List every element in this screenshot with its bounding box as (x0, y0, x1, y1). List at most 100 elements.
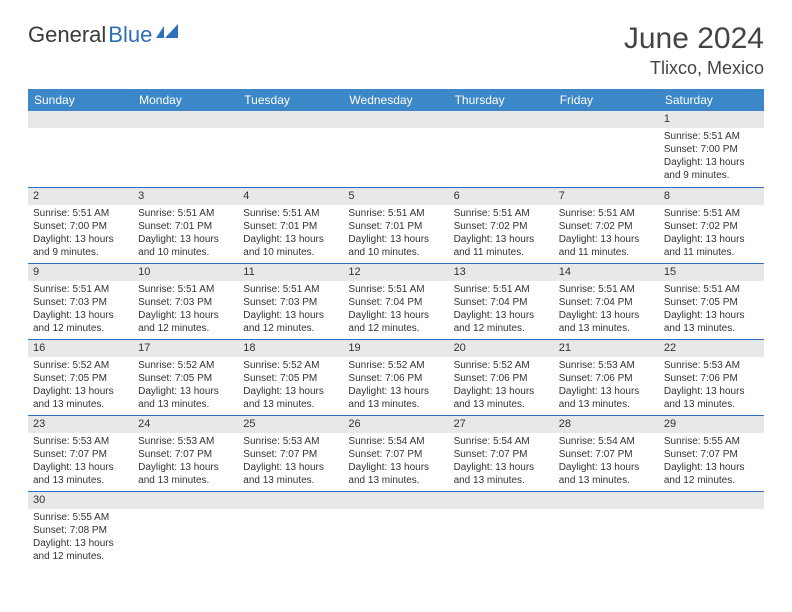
sunrise-text: Sunrise: 5:53 AM (243, 435, 338, 448)
day-details: Sunrise: 5:51 AMSunset: 7:02 PMDaylight:… (449, 205, 554, 263)
day-details: Sunrise: 5:53 AMSunset: 7:06 PMDaylight:… (659, 357, 764, 415)
sunset-text: Sunset: 7:03 PM (138, 296, 233, 309)
day-number: 18 (238, 340, 343, 357)
day-number: 6 (449, 188, 554, 205)
sunset-text: Sunset: 7:06 PM (454, 372, 549, 385)
sunrise-text: Sunrise: 5:53 AM (559, 359, 654, 372)
calendar-day-cell (659, 492, 764, 568)
day-number: 30 (28, 492, 133, 509)
sunrise-text: Sunrise: 5:52 AM (243, 359, 338, 372)
sunset-text: Sunset: 7:07 PM (454, 448, 549, 461)
calendar-day-cell: 11Sunrise: 5:51 AMSunset: 7:03 PMDayligh… (238, 263, 343, 339)
day-details: Sunrise: 5:52 AMSunset: 7:05 PMDaylight:… (133, 357, 238, 415)
calendar-day-cell: 20Sunrise: 5:52 AMSunset: 7:06 PMDayligh… (449, 339, 554, 415)
sunset-text: Sunset: 7:04 PM (348, 296, 443, 309)
day-number (554, 492, 659, 509)
calendar-day-cell (133, 111, 238, 187)
sunrise-text: Sunrise: 5:51 AM (559, 283, 654, 296)
day-details: Sunrise: 5:51 AMSunset: 7:03 PMDaylight:… (133, 281, 238, 339)
day-number: 23 (28, 416, 133, 433)
daylight-text: Daylight: 13 hours and 13 minutes. (348, 461, 443, 487)
flag-icon (156, 24, 182, 47)
day-details: Sunrise: 5:51 AMSunset: 7:00 PMDaylight:… (28, 205, 133, 263)
calendar-day-cell: 30 Sunrise: 5:55 AMSunset: 7:08 PMDayligh… (28, 492, 133, 568)
day-number: 4 (238, 188, 343, 205)
calendar-day-cell: 25Sunrise: 5:53 AMSunset: 7:07 PMDayligh… (238, 416, 343, 492)
day-number (343, 492, 448, 509)
day-number: 3 (133, 188, 238, 205)
weekday-header: Wednesday (343, 89, 448, 111)
day-number: 24 (133, 416, 238, 433)
sunrise-text: Sunrise: 5:55 AM (33, 511, 128, 524)
sunset-text: Sunset: 7:03 PM (243, 296, 338, 309)
calendar-document: General Blue June 2024 Tlixco, Mexico Su… (0, 0, 792, 590)
daylight-text: Daylight: 13 hours and 12 minutes. (138, 309, 233, 335)
daylight-text: Daylight: 13 hours and 12 minutes. (664, 461, 759, 487)
calendar-day-cell: 10Sunrise: 5:51 AMSunset: 7:03 PMDayligh… (133, 263, 238, 339)
calendar-week-row: 30 Sunrise: 5:55 AMSunset: 7:08 PMDayligh… (28, 492, 764, 568)
day-number: 26 (343, 416, 448, 433)
calendar-day-cell: 19Sunrise: 5:52 AMSunset: 7:06 PMDayligh… (343, 339, 448, 415)
day-number: 13 (449, 264, 554, 281)
sunset-text: Sunset: 7:06 PM (559, 372, 654, 385)
sunrise-text: Sunrise: 5:52 AM (138, 359, 233, 372)
calendar-week-row: 1Sunrise: 5:51 AMSunset: 7:00 PMDaylight… (28, 111, 764, 187)
day-details: Sunrise: 5:54 AMSunset: 7:07 PMDaylight:… (449, 433, 554, 491)
day-number: 8 (659, 188, 764, 205)
day-number: 20 (449, 340, 554, 357)
sunset-text: Sunset: 7:01 PM (138, 220, 233, 233)
weekday-header: Friday (554, 89, 659, 111)
calendar-day-cell: 18Sunrise: 5:52 AMSunset: 7:05 PMDayligh… (238, 339, 343, 415)
calendar-day-cell: 14Sunrise: 5:51 AMSunset: 7:04 PMDayligh… (554, 263, 659, 339)
calendar-day-cell (238, 111, 343, 187)
day-number: 27 (449, 416, 554, 433)
calendar-day-cell: 8Sunrise: 5:51 AMSunset: 7:02 PMDaylight… (659, 187, 764, 263)
day-number: 16 (28, 340, 133, 357)
calendar-week-row: 23Sunrise: 5:53 AMSunset: 7:07 PMDayligh… (28, 416, 764, 492)
day-number: 15 (659, 264, 764, 281)
daylight-text: Daylight: 13 hours and 12 minutes. (454, 309, 549, 335)
daylight-text: Daylight: 13 hours and 13 minutes. (664, 309, 759, 335)
daylight-text: Daylight: 13 hours and 13 minutes. (138, 461, 233, 487)
daylight-text: Daylight: 13 hours and 13 minutes. (454, 385, 549, 411)
day-number (28, 111, 133, 128)
day-number (133, 492, 238, 509)
weekday-header: Sunday (28, 89, 133, 111)
sunrise-text: Sunrise: 5:51 AM (33, 207, 128, 220)
day-number: 22 (659, 340, 764, 357)
day-details: Sunrise: 5:51 AMSunset: 7:00 PMDaylight:… (659, 128, 764, 186)
sunset-text: Sunset: 7:01 PM (243, 220, 338, 233)
daylight-text: Daylight: 13 hours and 13 minutes. (348, 385, 443, 411)
sunset-text: Sunset: 7:08 PM (33, 524, 128, 537)
sunrise-text: Sunrise: 5:51 AM (348, 207, 443, 220)
sunset-text: Sunset: 7:07 PM (664, 448, 759, 461)
day-number: 17 (133, 340, 238, 357)
sunrise-text: Sunrise: 5:51 AM (664, 130, 759, 143)
brand-logo: General Blue (28, 22, 182, 48)
sunset-text: Sunset: 7:02 PM (559, 220, 654, 233)
day-details: Sunrise: 5:52 AMSunset: 7:05 PMDaylight:… (238, 357, 343, 415)
daylight-text: Daylight: 13 hours and 13 minutes. (33, 461, 128, 487)
day-number: 28 (554, 416, 659, 433)
day-details: Sunrise: 5:53 AMSunset: 7:06 PMDaylight:… (554, 357, 659, 415)
calendar-day-cell: 2Sunrise: 5:51 AMSunset: 7:00 PMDaylight… (28, 187, 133, 263)
day-number: 2 (28, 188, 133, 205)
day-details: Sunrise: 5:52 AMSunset: 7:05 PMDaylight:… (28, 357, 133, 415)
calendar-day-cell: 7Sunrise: 5:51 AMSunset: 7:02 PMDaylight… (554, 187, 659, 263)
sunrise-text: Sunrise: 5:51 AM (33, 283, 128, 296)
sunset-text: Sunset: 7:00 PM (33, 220, 128, 233)
day-number (659, 492, 764, 509)
day-number: 19 (343, 340, 448, 357)
logo-text-blue: Blue (108, 22, 152, 48)
sunrise-text: Sunrise: 5:54 AM (348, 435, 443, 448)
sunrise-text: Sunrise: 5:53 AM (33, 435, 128, 448)
day-number: 10 (133, 264, 238, 281)
sunrise-text: Sunrise: 5:51 AM (664, 283, 759, 296)
sunrise-text: Sunrise: 5:53 AM (138, 435, 233, 448)
daylight-text: Daylight: 13 hours and 12 minutes. (33, 537, 128, 563)
daylight-text: Daylight: 13 hours and 10 minutes. (138, 233, 233, 259)
day-number (133, 111, 238, 128)
calendar-day-cell: 21Sunrise: 5:53 AMSunset: 7:06 PMDayligh… (554, 339, 659, 415)
calendar-day-cell (133, 492, 238, 568)
sunset-text: Sunset: 7:07 PM (138, 448, 233, 461)
